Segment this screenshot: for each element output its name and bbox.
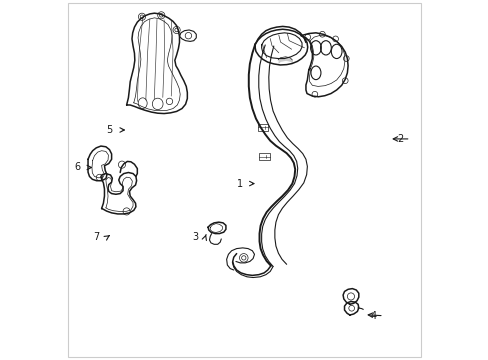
Text: 4: 4 — [370, 311, 376, 321]
Text: 3: 3 — [192, 232, 198, 242]
Text: 7: 7 — [93, 232, 100, 242]
Text: 1: 1 — [236, 179, 242, 189]
Text: 2: 2 — [396, 134, 403, 144]
Bar — [258, 153, 269, 160]
Text: 6: 6 — [74, 162, 80, 172]
Bar — [257, 123, 267, 131]
Text: 5: 5 — [106, 125, 112, 135]
